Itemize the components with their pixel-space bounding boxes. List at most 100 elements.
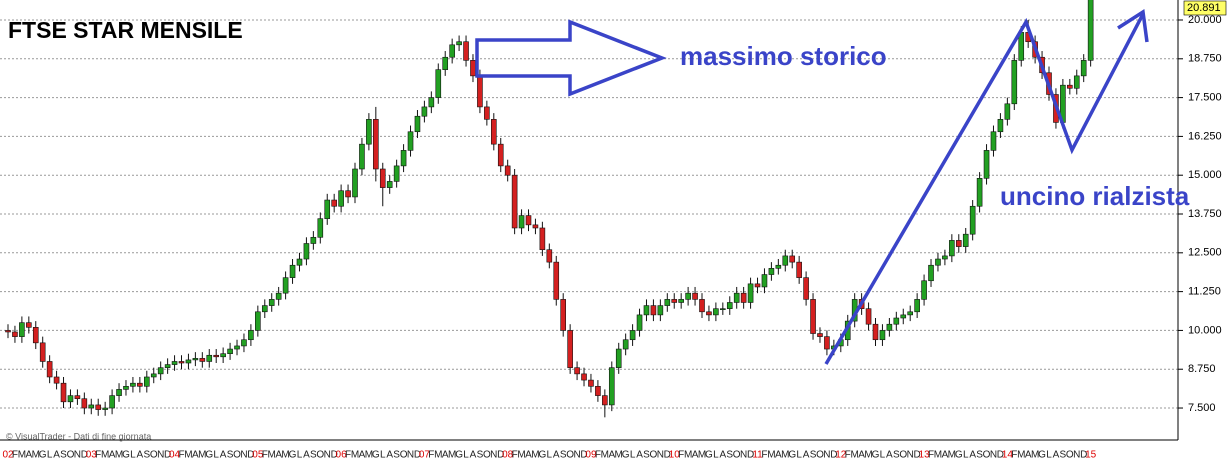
x-tick-label: D	[580, 450, 587, 461]
y-tick-label: 16.250	[1188, 130, 1222, 142]
x-tick-label: O	[1066, 450, 1074, 461]
candle-body	[345, 190, 351, 198]
x-tick-label: G	[705, 450, 713, 461]
candle-body	[393, 165, 400, 182]
candle-body	[553, 261, 560, 300]
candle-body	[199, 358, 206, 362]
x-tick-label: 05	[252, 450, 264, 461]
x-tick-label: A	[470, 450, 477, 461]
candle-body	[650, 305, 657, 316]
candle-body	[720, 308, 726, 310]
candle-body	[942, 255, 948, 260]
arrow-head	[1117, 9, 1149, 43]
y-tick-label: 17.500	[1188, 92, 1222, 104]
x-tick-label: F	[595, 450, 601, 461]
candle-body	[67, 395, 74, 403]
candle-body	[504, 165, 511, 176]
candle-body	[796, 261, 802, 278]
candle-body	[268, 299, 275, 306]
x-tick-label: 09	[585, 450, 597, 461]
candle-body	[990, 131, 997, 151]
x-tick-label: O	[233, 450, 241, 461]
x-tick-label: L	[713, 450, 719, 461]
candle-body	[234, 345, 240, 350]
x-tick-label: G	[289, 450, 297, 461]
candle-body	[865, 308, 872, 325]
candle-body	[282, 277, 289, 294]
candle-body	[164, 364, 171, 368]
candle-body	[928, 264, 934, 282]
x-tick-label: A	[942, 450, 949, 461]
x-tick-label: A	[25, 450, 32, 461]
x-tick-label: 14	[1002, 450, 1014, 461]
x-tick-label: D	[914, 450, 921, 461]
x-tick-label: A	[608, 450, 615, 461]
candle-body	[477, 75, 483, 108]
last-price-label: 20.891	[1187, 2, 1221, 14]
x-tick-label: M	[698, 450, 706, 461]
candle-body	[379, 168, 386, 188]
candle-body	[678, 299, 684, 303]
candle-body	[88, 404, 95, 409]
candle-body	[546, 249, 553, 263]
y-tick-label: 11.250	[1188, 286, 1221, 298]
candle-body	[39, 342, 46, 362]
x-tick-label: G	[1038, 450, 1046, 461]
x-tick-label: A	[303, 450, 310, 461]
x-tick-label: L	[47, 450, 53, 461]
x-tick-label: N	[74, 450, 81, 461]
x-tick-label: N	[240, 450, 247, 461]
candle-body	[622, 339, 629, 350]
x-tick-label: F	[678, 450, 684, 461]
x-tick-label: G	[122, 450, 130, 461]
x-tick-label: N	[1073, 450, 1080, 461]
candle-body	[692, 292, 698, 300]
x-tick-label: N	[907, 450, 914, 461]
y-tick-label: 7.500	[1188, 402, 1216, 414]
x-tick-label: 07	[419, 450, 431, 461]
x-tick-label: 13	[919, 450, 931, 461]
candle-body	[602, 395, 608, 406]
candle-body	[296, 258, 303, 266]
candle-body	[511, 174, 518, 229]
x-tick-label: M	[281, 450, 289, 461]
candle-body	[740, 292, 747, 303]
candle-body	[19, 322, 25, 337]
candle-body	[817, 333, 823, 337]
x-tick-label: 10	[669, 450, 681, 461]
candle-body	[1011, 60, 1018, 105]
candle-body	[706, 311, 712, 316]
x-tick-label: O	[483, 450, 491, 461]
candle-body	[671, 299, 678, 303]
candle-body	[373, 119, 379, 170]
x-tick-label: A	[858, 450, 865, 461]
x-tick-label: D	[81, 450, 88, 461]
candle-body	[643, 305, 650, 316]
candle-body	[220, 353, 226, 358]
x-tick-label: A	[53, 450, 60, 461]
x-tick-label: D	[414, 450, 421, 461]
x-tick-label: L	[630, 450, 636, 461]
x-tick-label: A	[275, 450, 282, 461]
candle-body	[775, 264, 782, 269]
x-tick-label: M	[948, 450, 956, 461]
candle-body	[352, 168, 358, 198]
x-tick-label: A	[969, 450, 976, 461]
candle-body	[317, 218, 324, 238]
x-tick-label: 03	[86, 450, 98, 461]
candle-body	[1004, 103, 1011, 120]
candle-body	[567, 330, 573, 368]
candle-body	[636, 314, 643, 331]
candle-body	[893, 317, 900, 325]
x-tick-label: D	[1080, 450, 1087, 461]
x-tick-label: M	[1031, 450, 1039, 461]
x-tick-label: S	[643, 450, 650, 461]
x-tick-label: F	[512, 450, 518, 461]
x-tick-label: L	[547, 450, 553, 461]
candle-body	[872, 323, 879, 341]
candle-body	[414, 115, 421, 133]
chart-title: FTSE STAR MENSILE	[8, 17, 243, 43]
x-tick-label: F	[262, 450, 268, 461]
candle-body	[629, 330, 636, 341]
x-tick-label: S	[310, 450, 317, 461]
